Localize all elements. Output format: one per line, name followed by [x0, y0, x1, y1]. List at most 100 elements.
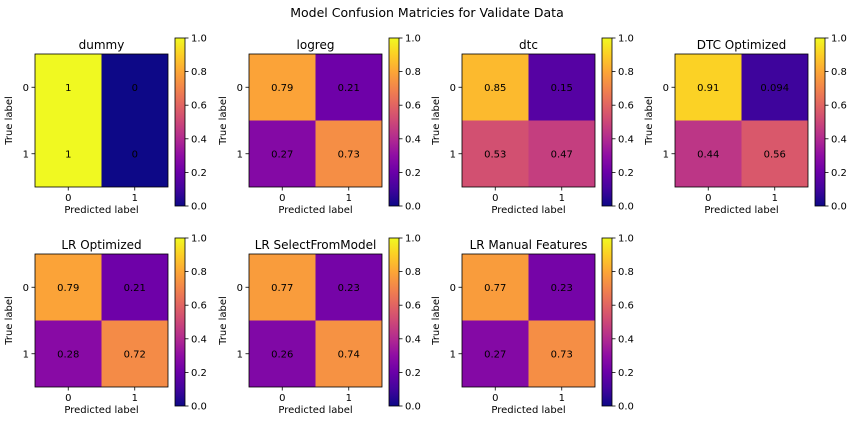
axes-frame [34, 253, 169, 388]
cell-value-label: 1 [65, 83, 71, 94]
matrix-cell [35, 54, 102, 121]
y-tick-label: 1 [23, 349, 29, 360]
matrix-cell [741, 120, 808, 187]
colorbar [388, 237, 400, 407]
matrix-cell [249, 254, 316, 321]
panel-title: LR Manual Features [470, 238, 588, 252]
panel-title: DTC Optimized [697, 38, 786, 52]
cell-value-label: 0.21 [338, 83, 360, 94]
x-tick-label: 1 [346, 193, 352, 204]
cell-value-label: 0.27 [271, 149, 293, 160]
colorbar-tick-label: 0.0 [405, 402, 421, 413]
cell-value-label: 0.74 [338, 349, 360, 360]
x-tick-label: 0 [492, 193, 498, 204]
cell-value-label: 0.15 [551, 83, 573, 94]
x-axis-label: Predicted label [491, 405, 565, 416]
cell-value-label: 0 [132, 149, 138, 160]
matrix-cell [249, 120, 316, 187]
panel-title: logreg [297, 38, 335, 52]
matrix-cell [35, 320, 102, 387]
colorbar-tick-label: 0.2 [405, 168, 421, 179]
matrix-cell [462, 254, 529, 321]
colorbar-tick-label: 1.0 [831, 34, 847, 45]
colorbar-tick-label: 0.2 [618, 368, 634, 379]
matrix-cell [249, 320, 316, 387]
x-tick-label: 1 [132, 393, 138, 404]
matrix-cell [675, 54, 742, 121]
matrix-cell [528, 54, 595, 121]
colorbar [814, 37, 826, 207]
cell-value-label: 0.73 [551, 349, 573, 360]
matrix-cell [315, 254, 382, 321]
x-tick-label: 1 [132, 193, 138, 204]
y-tick-label: 1 [23, 149, 29, 160]
colorbar-tick-label: 0.8 [405, 67, 421, 78]
x-axis-label: Predicted label [278, 405, 352, 416]
cell-value-label: 0.094 [760, 83, 789, 94]
colorbar-tick-label: 0.8 [191, 67, 207, 78]
axes-frame [461, 53, 596, 188]
x-tick-label: 1 [772, 193, 778, 204]
colorbar-tick-label: 0.4 [618, 334, 634, 345]
x-tick-label: 0 [65, 393, 71, 404]
colorbar-tick-label: 0.2 [191, 368, 207, 379]
cell-value-label: 0.23 [551, 283, 573, 294]
colorbar-tick-label: 1.0 [618, 234, 634, 245]
cell-value-label: 0.91 [697, 83, 719, 94]
y-tick-label: 1 [450, 349, 456, 360]
colorbar-tick-label: 0.0 [618, 202, 634, 213]
matrix-cell [462, 120, 529, 187]
axes-frame [34, 53, 169, 188]
colorbar-tick-label: 0.2 [618, 168, 634, 179]
cell-value-label: 0.21 [124, 283, 146, 294]
colorbar-tick-label: 0.4 [191, 334, 207, 345]
y-axis-label: True label [644, 96, 655, 146]
colorbar-tick-label: 0.6 [405, 101, 421, 112]
x-tick-label: 1 [559, 193, 565, 204]
y-tick-label: 0 [450, 283, 456, 294]
x-tick-label: 0 [279, 193, 285, 204]
cell-value-label: 0.73 [338, 149, 360, 160]
colorbar-tick-label: 0.0 [191, 202, 207, 213]
colorbar-tick-label: 0.6 [831, 101, 847, 112]
colorbar-tick-label: 0.8 [618, 267, 634, 278]
matrix-cell [249, 54, 316, 121]
y-tick-label: 0 [663, 83, 669, 94]
y-axis-label: True label [218, 96, 229, 146]
colorbar [174, 237, 186, 407]
colorbar-tick-label: 1.0 [405, 234, 421, 245]
colorbar-tick-label: 0.4 [831, 134, 847, 145]
x-tick-label: 0 [279, 393, 285, 404]
x-axis-label: Predicted label [278, 205, 352, 216]
colorbar-tick-label: 0.2 [831, 168, 847, 179]
panel-title: dtc [519, 38, 538, 52]
colorbar-tick-label: 0.8 [618, 67, 634, 78]
axes-frame [674, 53, 809, 188]
panel-title: LR SelectFromModel [255, 238, 377, 252]
matrix-cell [101, 254, 168, 321]
colorbar-tick-label: 0.8 [191, 267, 207, 278]
y-tick-label: 1 [237, 149, 243, 160]
y-axis-label: True label [4, 296, 15, 346]
colorbar-tick-label: 1.0 [191, 234, 207, 245]
x-axis-label: Predicted label [491, 205, 565, 216]
x-tick-label: 0 [492, 393, 498, 404]
colorbar-tick-label: 0.6 [191, 101, 207, 112]
colorbar-tick-label: 0.8 [831, 67, 847, 78]
colorbar-tick-label: 0.6 [618, 101, 634, 112]
cell-value-label: 0.47 [551, 149, 573, 160]
cell-value-label: 0.44 [697, 149, 719, 160]
matrix-cell [741, 54, 808, 121]
colorbar-tick-label: 0.6 [405, 301, 421, 312]
matrix-cell [35, 120, 102, 187]
cell-value-label: 0.23 [338, 283, 360, 294]
cell-value-label: 1 [65, 149, 71, 160]
y-axis-label: True label [431, 96, 442, 146]
y-tick-label: 1 [663, 149, 669, 160]
